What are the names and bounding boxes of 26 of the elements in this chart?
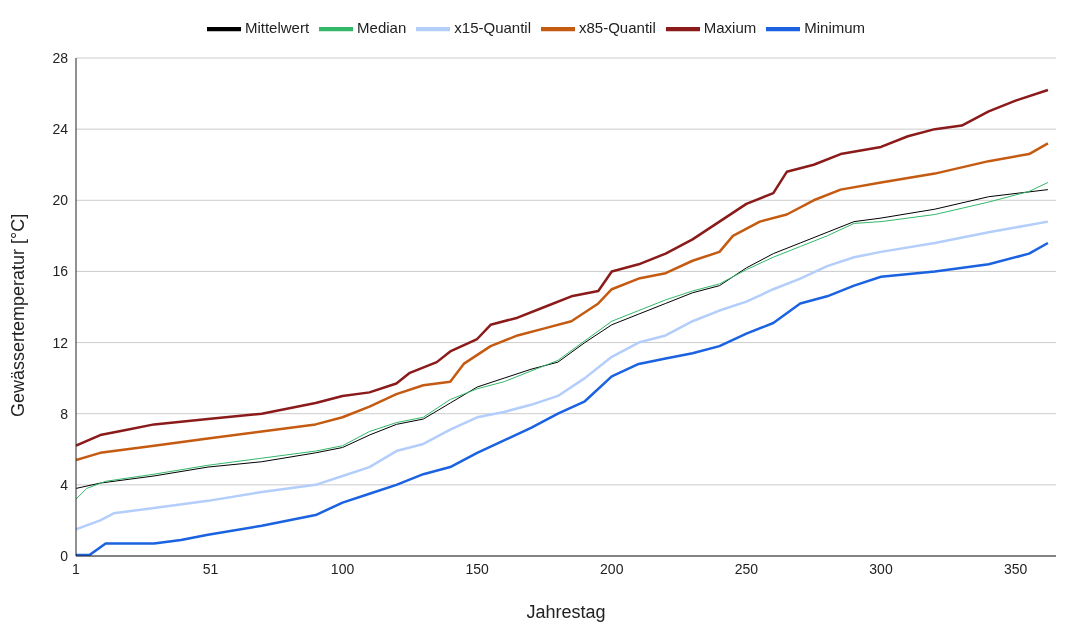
y-axis-title: Gewässertemperatur [°C] xyxy=(8,213,29,417)
legend-label: Median xyxy=(357,18,407,36)
x-tick-label: 200 xyxy=(600,560,624,577)
legend-label: x85-Quantil xyxy=(579,18,656,36)
legend-label: x15-Quantil xyxy=(454,18,532,36)
x-tick-label: 1 xyxy=(72,560,81,577)
x-tick-label: 300 xyxy=(869,560,893,577)
legend-label: Mittelwert xyxy=(244,18,310,36)
x-tick-label: 350 xyxy=(1003,560,1028,577)
y-tick-label: 8 xyxy=(60,405,69,422)
x-axis-title: Jahrestag xyxy=(526,602,606,622)
y-tick-label: 4 xyxy=(60,476,69,493)
line-series xyxy=(76,88,1050,447)
x-tick-label: 150 xyxy=(465,560,490,577)
x-tick-label: 250 xyxy=(734,560,759,577)
y-tick-label: 28 xyxy=(52,49,69,66)
y-tick-label: 20 xyxy=(52,192,69,209)
legend-label: Minimum xyxy=(804,18,866,36)
y-tick-label: 0 xyxy=(60,547,69,564)
x-tick-label: 100 xyxy=(330,560,355,577)
x-tick-label: 51 xyxy=(202,560,219,577)
legend-label: Maxium xyxy=(703,18,757,36)
y-tick-label: 12 xyxy=(52,334,69,351)
y-tick-label: 16 xyxy=(52,263,69,280)
line-series xyxy=(76,142,1050,462)
y-tick-label: 24 xyxy=(52,121,69,138)
